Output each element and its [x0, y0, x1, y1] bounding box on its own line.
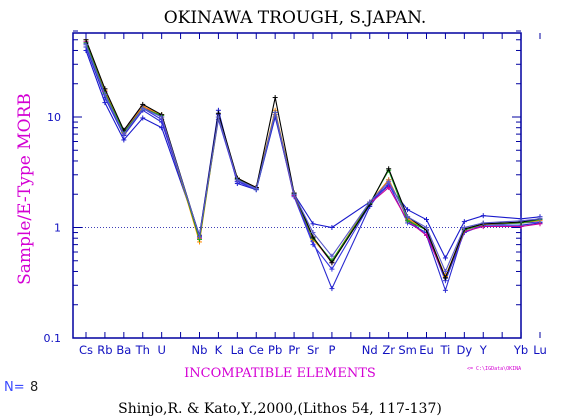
- series-8: [83, 42, 543, 274]
- x-category-label: Cs: [79, 343, 93, 357]
- x-category-label: Th: [135, 343, 150, 357]
- series-line: [85, 44, 541, 273]
- x-category-label: La: [231, 343, 244, 357]
- series-line: [85, 46, 541, 293]
- y-ticks: 10 1 0.1: [44, 30, 521, 345]
- chart-title: OKINAWA TROUGH, S.JAPAN.: [164, 8, 427, 28]
- series-line: [85, 39, 541, 280]
- n-label: N=: [4, 380, 25, 395]
- x-category-label: Y: [479, 343, 488, 357]
- y-tick-label: 10: [47, 111, 61, 124]
- y-axis-label: Sample/E-Type MORB: [15, 93, 35, 285]
- series-2: [83, 44, 543, 293]
- y-tick-label: 1: [54, 222, 61, 235]
- n-value: 8: [30, 380, 38, 395]
- x-category-label: K: [215, 343, 223, 357]
- x-category-label: Ba: [116, 343, 131, 357]
- x-category-label: Rb: [97, 343, 112, 357]
- x-category-label: Yb: [513, 343, 528, 357]
- x-category-label: Nd: [362, 343, 378, 357]
- series-line: [85, 43, 541, 283]
- x-category-label: Lu: [533, 343, 547, 357]
- x-category-label: Pr: [288, 343, 300, 357]
- series-3: [83, 41, 543, 284]
- x-category-label: Dy: [456, 343, 472, 357]
- x-axis-label: INCOMPATIBLE ELEMENTS: [184, 366, 376, 381]
- series-line: [85, 50, 541, 260]
- x-category-label: P: [328, 343, 335, 357]
- x-category-label: Sm: [398, 343, 417, 357]
- x-category-label: Eu: [419, 343, 434, 357]
- plot-frame: [72, 32, 522, 339]
- x-category-label: Nb: [192, 343, 208, 357]
- x-category-label: Ti: [439, 343, 450, 357]
- x-category-label: Ce: [249, 343, 264, 357]
- x-category-label: Pb: [268, 343, 282, 357]
- x-category-label: Zr: [382, 343, 395, 357]
- citation: Shinjo,R. & Kato,Y.,2000,(Lithos 54, 117…: [118, 401, 442, 417]
- series-layer: [83, 37, 543, 293]
- x-category-label: U: [157, 343, 165, 357]
- x-category-label: Sr: [307, 343, 319, 357]
- x-category-labels: Cs Rb Ba Th U Nb K La Ce Pb Pr Sr P Nd Zr Sm Eu Ti Dy Y Yb Lu: [79, 33, 547, 357]
- file-path-label: <= C:\IGData\OKINA: [467, 366, 521, 372]
- y-tick-label: 0.1: [44, 332, 62, 345]
